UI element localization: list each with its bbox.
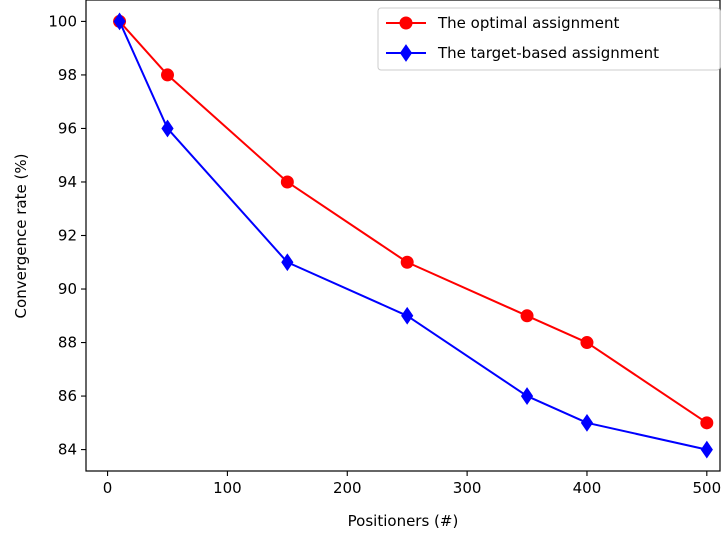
data-point	[113, 12, 126, 31]
data-point	[580, 336, 594, 350]
y-axis: 84 86 88 90 92 94 96 98 100	[48, 12, 86, 459]
x-axis: 0 100 200 300 400 500	[103, 471, 721, 497]
x-tick-label: 300	[453, 479, 482, 497]
series-line	[118, 21, 708, 451]
data-point	[520, 387, 534, 405]
x-tick-label: 100	[213, 479, 242, 497]
data-point	[160, 68, 174, 82]
legend-box	[377, 7, 721, 71]
y-tick-label: 96	[58, 119, 77, 137]
data-point	[280, 175, 294, 189]
series-line	[118, 20, 708, 424]
data-point	[161, 119, 174, 138]
x-tick-label: 0	[103, 479, 113, 497]
y-tick-label: 86	[58, 387, 77, 405]
legend-entry: The target-based assignment	[386, 44, 659, 62]
data-point	[401, 306, 414, 325]
plot-frame	[85, 0, 721, 472]
legend-marker	[399, 44, 413, 62]
legend-label: The target-based assignment	[437, 44, 659, 62]
data-point	[520, 309, 534, 323]
x-tick-label: 400	[573, 479, 602, 497]
legend: The optimal assignment The target-based a…	[377, 7, 721, 71]
x-axis-label: Positioners (#)	[348, 512, 459, 530]
y-tick-label: 84	[58, 441, 77, 459]
y-tick-label: 100	[48, 12, 77, 30]
x-tick-label: 200	[333, 479, 362, 497]
legend-entry: The optimal assignment	[386, 14, 620, 32]
data-point	[281, 253, 294, 272]
data-point	[700, 416, 714, 430]
legend-label: The optimal assignment	[437, 14, 620, 32]
data-point	[700, 440, 713, 459]
series-1	[113, 14, 714, 430]
y-tick-label: 90	[58, 280, 77, 298]
legend-marker	[399, 16, 413, 30]
y-tick-label: 88	[58, 334, 77, 352]
data-point	[580, 413, 594, 432]
series-2	[113, 12, 713, 459]
y-tick-label: 92	[58, 227, 77, 245]
y-axis-label: Convergence rate (%)	[12, 154, 30, 319]
data-point	[400, 255, 414, 269]
x-tick-label: 500	[692, 479, 721, 497]
series-layer	[113, 12, 714, 459]
y-tick-label: 98	[58, 66, 77, 84]
y-tick-label: 94	[58, 173, 77, 191]
